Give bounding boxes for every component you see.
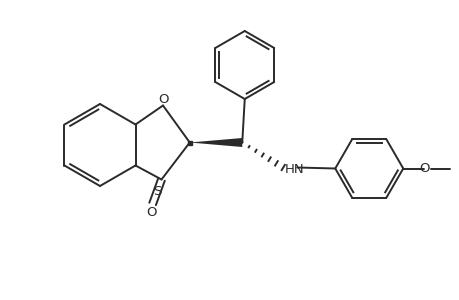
Text: S: S	[153, 184, 162, 197]
Text: O: O	[158, 92, 168, 106]
Text: HN: HN	[284, 163, 303, 176]
Text: O: O	[146, 206, 157, 219]
Polygon shape	[190, 138, 242, 147]
Text: O: O	[419, 162, 429, 175]
